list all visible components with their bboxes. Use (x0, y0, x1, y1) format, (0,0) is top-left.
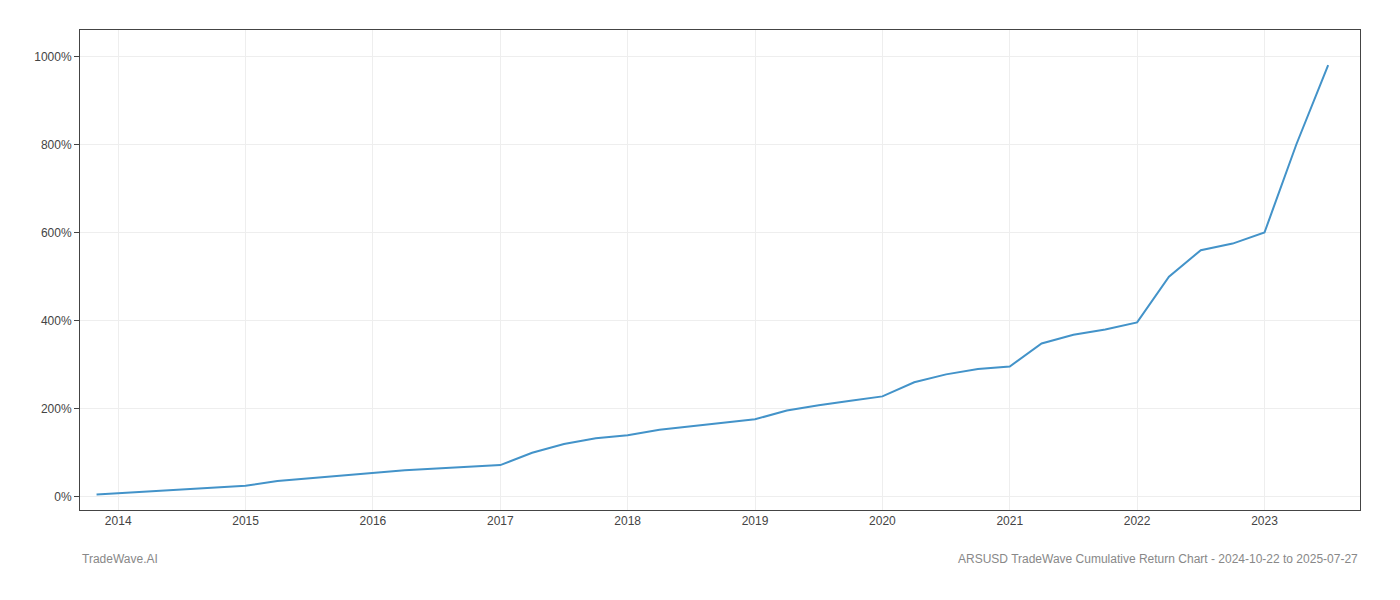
svg-text:2016: 2016 (360, 514, 387, 528)
svg-text:2017: 2017 (487, 514, 514, 528)
svg-text:2023: 2023 (1251, 514, 1278, 528)
svg-text:200%: 200% (41, 402, 72, 416)
svg-text:1000%: 1000% (34, 50, 72, 64)
svg-text:600%: 600% (41, 226, 72, 240)
svg-text:2019: 2019 (742, 514, 769, 528)
svg-text:800%: 800% (41, 138, 72, 152)
svg-text:2022: 2022 (1124, 514, 1151, 528)
svg-text:2014: 2014 (105, 514, 132, 528)
svg-text:0%: 0% (54, 490, 72, 504)
svg-text:2021: 2021 (996, 514, 1023, 528)
svg-text:ARSUSD TradeWave Cumulative Re: ARSUSD TradeWave Cumulative Return Chart… (958, 552, 1358, 566)
svg-text:2018: 2018 (614, 514, 641, 528)
svg-text:TradeWave.AI: TradeWave.AI (82, 552, 158, 566)
svg-text:2020: 2020 (869, 514, 896, 528)
svg-text:400%: 400% (41, 314, 72, 328)
svg-text:2015: 2015 (232, 514, 259, 528)
